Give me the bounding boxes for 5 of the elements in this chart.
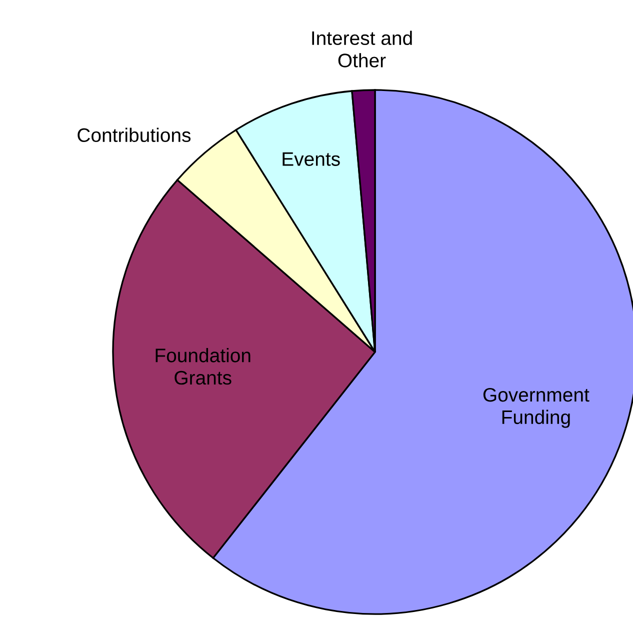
slice-label: Interest and Other: [312, 30, 412, 68]
slice-label: Events: [282, 152, 340, 166]
slice-label: Contributions: [78, 128, 191, 142]
slice-label: Government Funding: [483, 388, 590, 428]
slice-label: Foundation Grants: [156, 348, 250, 385]
